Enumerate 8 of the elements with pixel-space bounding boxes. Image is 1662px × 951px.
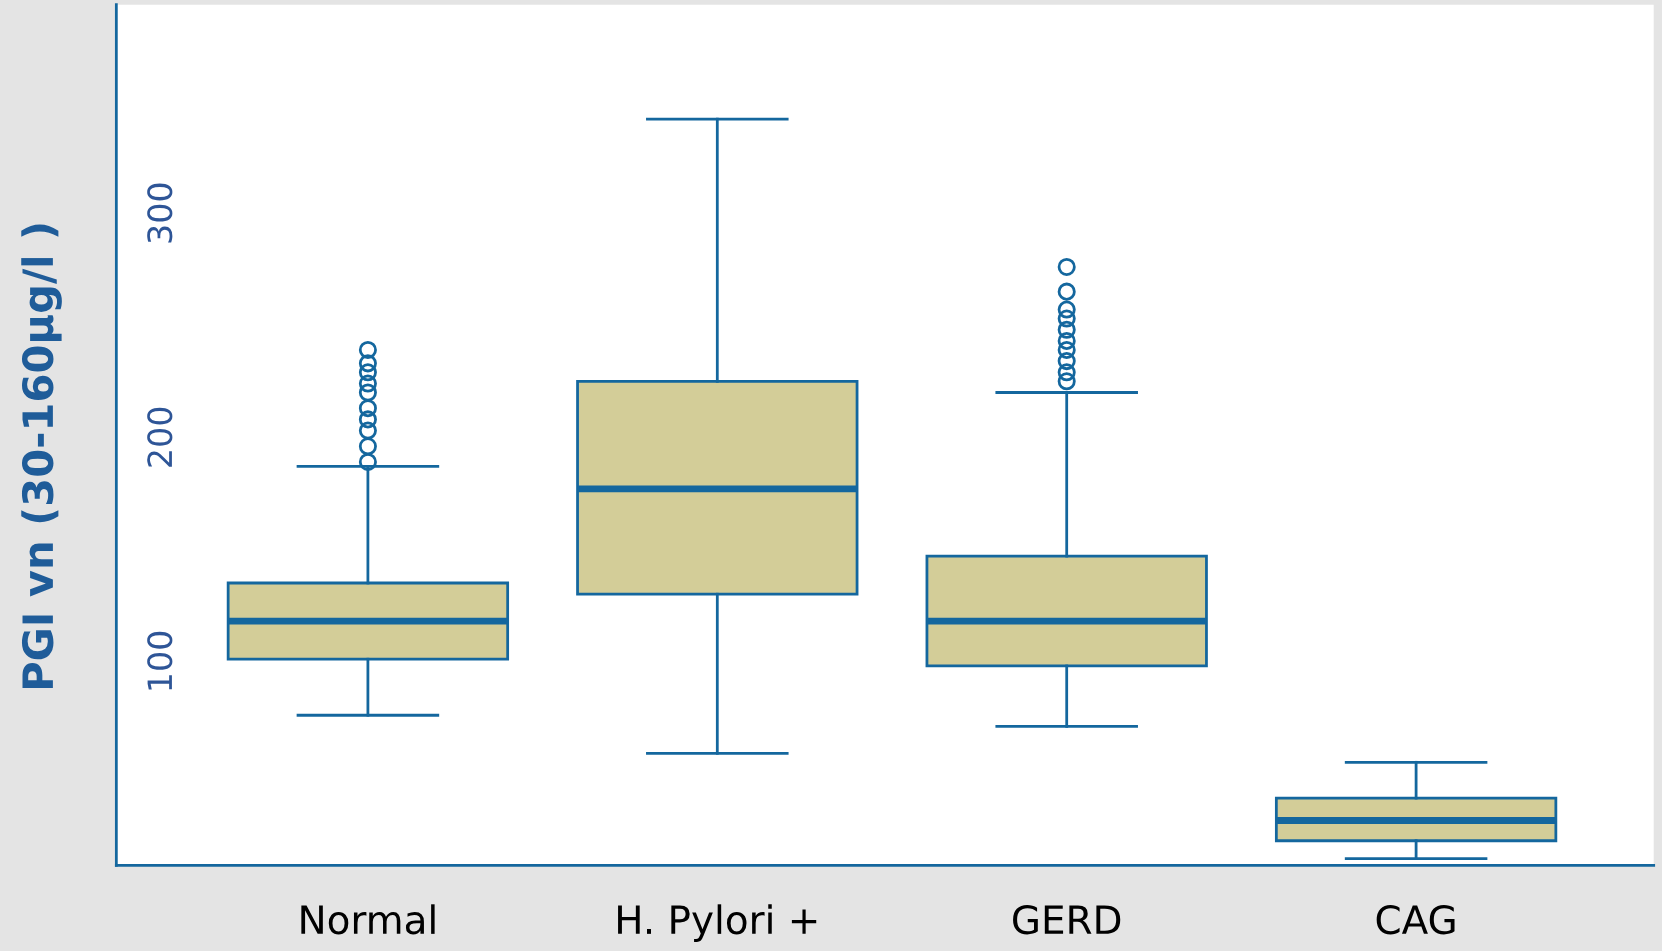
x-tick-label: H. Pylori + <box>618 904 817 942</box>
x-tick-label: Normal <box>301 904 435 935</box>
y-tick-label: 100 <box>147 631 173 690</box>
y-tick-label: 200 <box>147 407 173 467</box>
y-tick-label: 300 <box>147 183 173 243</box>
x-tick-label: CAG <box>1376 904 1455 935</box>
x-tick-label: GERD <box>1013 904 1121 935</box>
y-axis-title: PGI vn (30-160μg/l ) <box>21 224 62 689</box>
